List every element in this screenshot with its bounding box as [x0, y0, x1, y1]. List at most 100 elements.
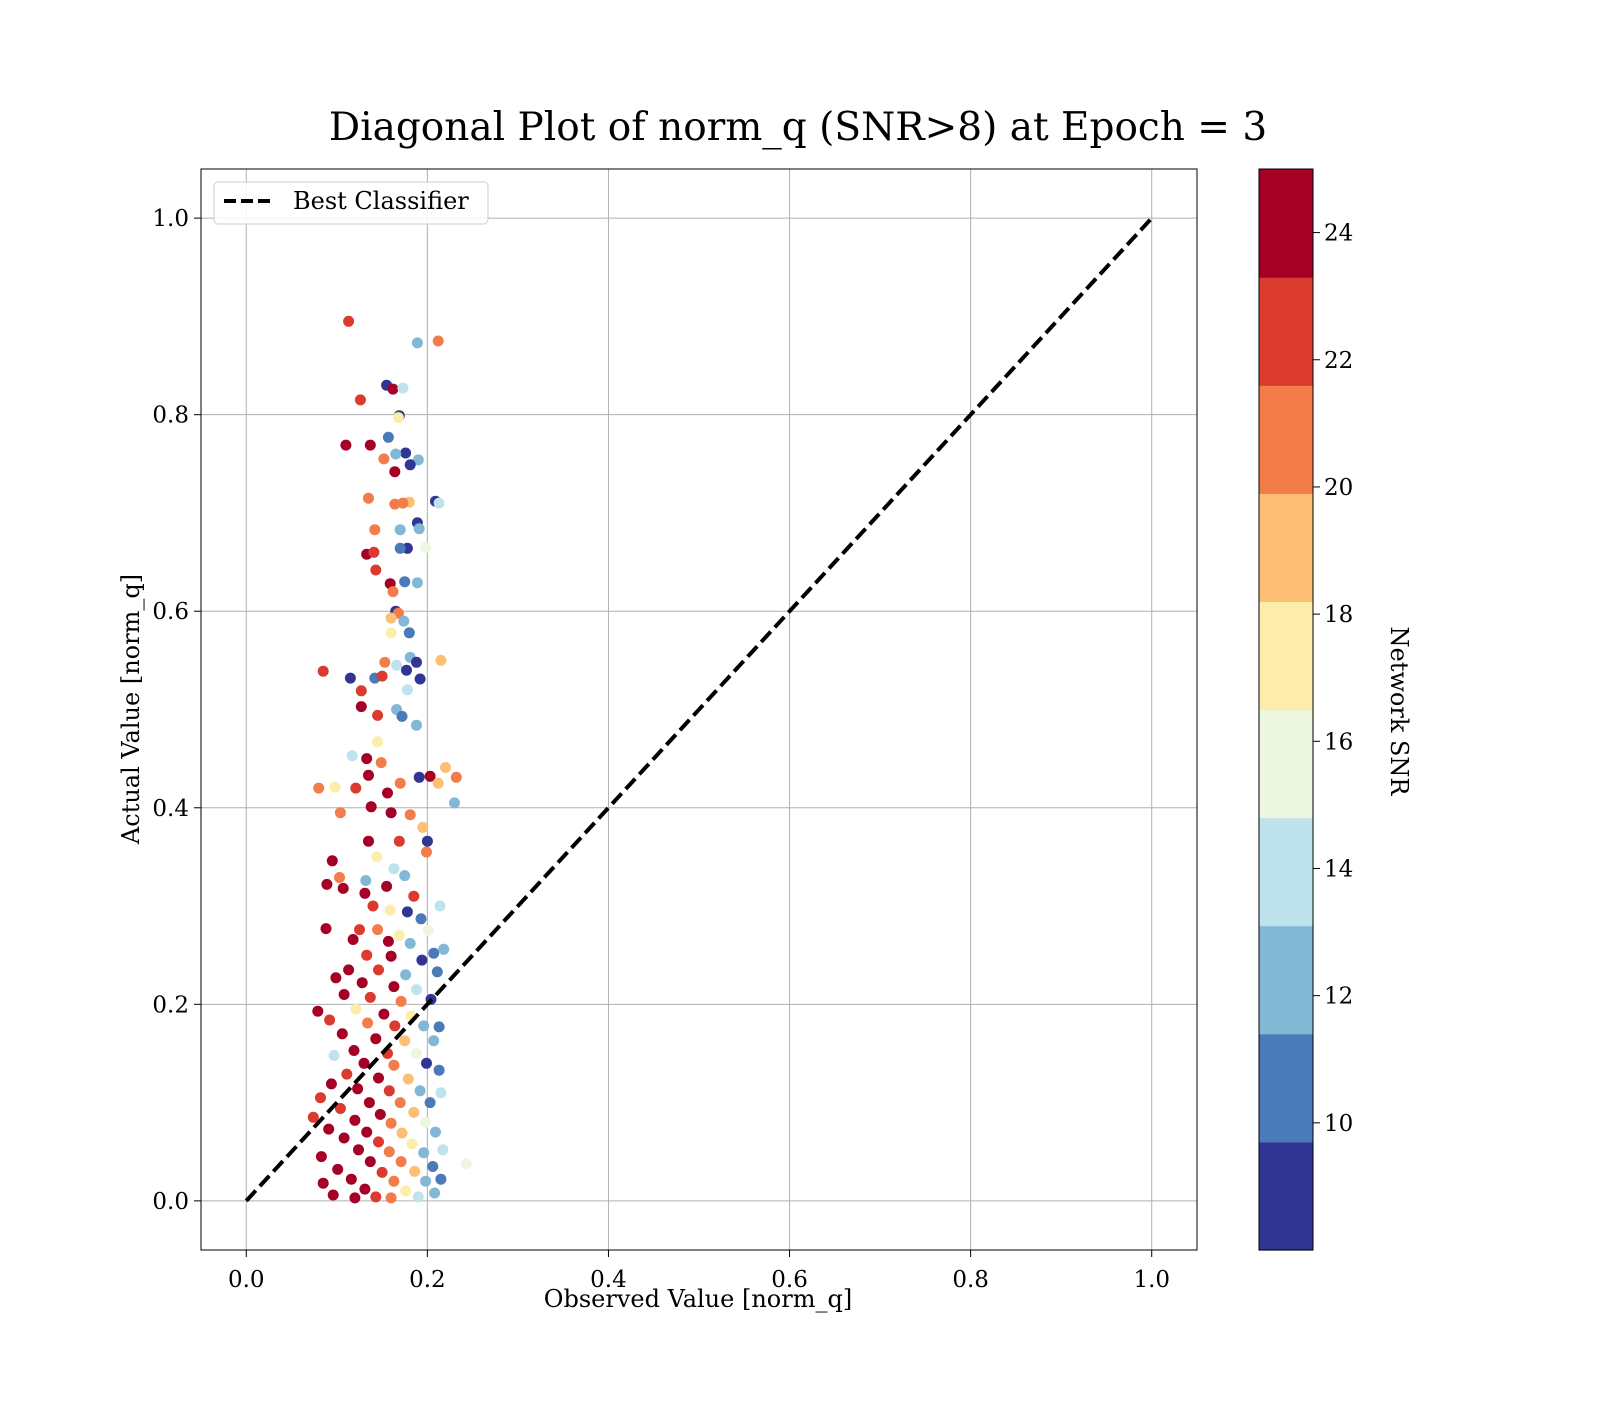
scatter-point-65 [375, 757, 387, 769]
scatter-point-183 [427, 1161, 439, 1172]
scatter-point-128 [312, 1005, 324, 1017]
scatter-point-32 [368, 546, 380, 558]
scatter-point-10 [340, 439, 352, 451]
scatter-point-33 [370, 564, 382, 576]
scatter-point-49 [317, 665, 329, 677]
scatter-point-5 [397, 382, 409, 394]
scatter-point-30 [394, 542, 406, 554]
scatter-point-143 [411, 1048, 422, 1059]
x-axis-ticks: 0.0 0.2 0.4 0.6 0.8 1.0 [228, 1250, 1170, 1293]
scatter-point-79 [385, 807, 397, 819]
scatter-point-170 [396, 1127, 408, 1139]
scatter-point-114 [385, 950, 397, 962]
x-tick-label-0: 0.0 [228, 1267, 265, 1293]
scatter-point-28 [420, 541, 432, 553]
scatter-point-195 [327, 1189, 339, 1201]
scatter-point-92 [360, 875, 372, 886]
scatter-point-150 [373, 1072, 384, 1084]
colorbar-tick-label-0: 10 [1324, 1111, 1353, 1137]
plot-frame [200, 168, 1198, 1251]
scatter-point-117 [373, 964, 384, 976]
colorbar-tick-label-3: 16 [1324, 729, 1353, 755]
scatter-point-25 [394, 524, 406, 536]
scatter-point-81 [404, 809, 416, 821]
scatter-point-182 [395, 1156, 407, 1168]
scatter-point-167 [420, 1116, 432, 1128]
scatter-point-126 [395, 995, 407, 1007]
y-tick-label-2: 0.4 [152, 796, 189, 822]
scatter-point-148 [433, 1064, 445, 1076]
scatter-point-159 [394, 1097, 406, 1109]
scatter-point-190 [435, 1173, 447, 1185]
scatter-point-146 [388, 1059, 400, 1071]
y-tick-label-5: 1.0 [152, 206, 189, 232]
scatter-point-60 [411, 719, 422, 731]
scatter-point-9 [382, 431, 394, 443]
scatter-point-163 [408, 1106, 420, 1118]
scatter-point-184 [332, 1163, 344, 1175]
legend-box [213, 181, 489, 225]
scatter-point-52 [376, 670, 388, 682]
scatter-point-151 [402, 1073, 414, 1085]
scatter-point-165 [349, 1114, 361, 1126]
colorbar: 10 12 14 16 18 20 22 24 [1258, 168, 1353, 1251]
scatter-point-177 [383, 1146, 395, 1158]
scatter-point-55 [355, 685, 367, 697]
scatter-point-4 [387, 383, 399, 395]
scatter-point-97 [408, 890, 420, 902]
scatter-point-85 [421, 835, 433, 847]
scatter-point-158 [363, 1097, 375, 1109]
colorbar-tick-label-5: 20 [1324, 475, 1353, 501]
scatter-point-145 [358, 1057, 370, 1069]
scatter-point-87 [326, 855, 338, 867]
scatter-point-42 [403, 627, 415, 639]
scatter-point-14 [412, 454, 424, 466]
scatter-point-198 [385, 1192, 397, 1204]
y-tick-label-3: 0.6 [152, 599, 189, 625]
scatter-point-27 [369, 524, 381, 536]
scatter-point-95 [337, 882, 349, 894]
colorbar-band-5 [1259, 601, 1313, 711]
scatter-point-109 [347, 934, 359, 945]
y-tick-label-1: 0.2 [152, 992, 189, 1018]
scatter-point-139 [399, 1035, 411, 1047]
scatter-point-180 [315, 1151, 327, 1163]
scatter-point-57 [355, 701, 367, 713]
best-classifier-line [244, 216, 1154, 1203]
x-tick-label-2: 0.4 [590, 1267, 627, 1293]
scatter-point-70 [449, 797, 460, 809]
scatter-point-110 [382, 935, 394, 947]
scatter-point-147 [421, 1057, 432, 1069]
scatter-point-174 [406, 1138, 418, 1150]
scatter-point-105 [372, 924, 384, 936]
scatter-point-153 [352, 1083, 364, 1095]
scatter-point-88 [421, 846, 432, 858]
scatter-point-123 [411, 984, 422, 996]
scatter-point-64 [361, 753, 373, 765]
scatter-point-101 [401, 906, 413, 918]
scatter-point-171 [430, 1126, 441, 1138]
scatter-point-108 [438, 943, 450, 955]
scatter-point-69 [450, 771, 462, 783]
colorbar-band-0 [1259, 1141, 1313, 1251]
colorbar-band-1 [1259, 1033, 1313, 1143]
scatter-point-12 [400, 447, 412, 459]
scatter-point-56 [401, 684, 413, 696]
scatter-point-122 [388, 981, 400, 993]
scatter-point-175 [460, 1158, 472, 1169]
scatter-point-17 [389, 466, 401, 478]
x-tick-label-4: 0.8 [952, 1267, 989, 1293]
scatter-point-23 [389, 498, 401, 510]
scatter-point-199 [412, 1191, 424, 1203]
scatter-point-89 [388, 863, 400, 875]
scatter-point-6 [354, 394, 366, 406]
scatter-point-50 [344, 672, 356, 684]
scatter-point-181 [364, 1156, 376, 1168]
scatter-point-15 [378, 453, 390, 465]
scatter-point-80 [334, 807, 346, 819]
scatter-point-187 [345, 1173, 357, 1185]
colorbar-band-8 [1259, 277, 1313, 386]
colorbar-band-2 [1259, 925, 1313, 1035]
scatter-point-164 [307, 1111, 319, 1123]
